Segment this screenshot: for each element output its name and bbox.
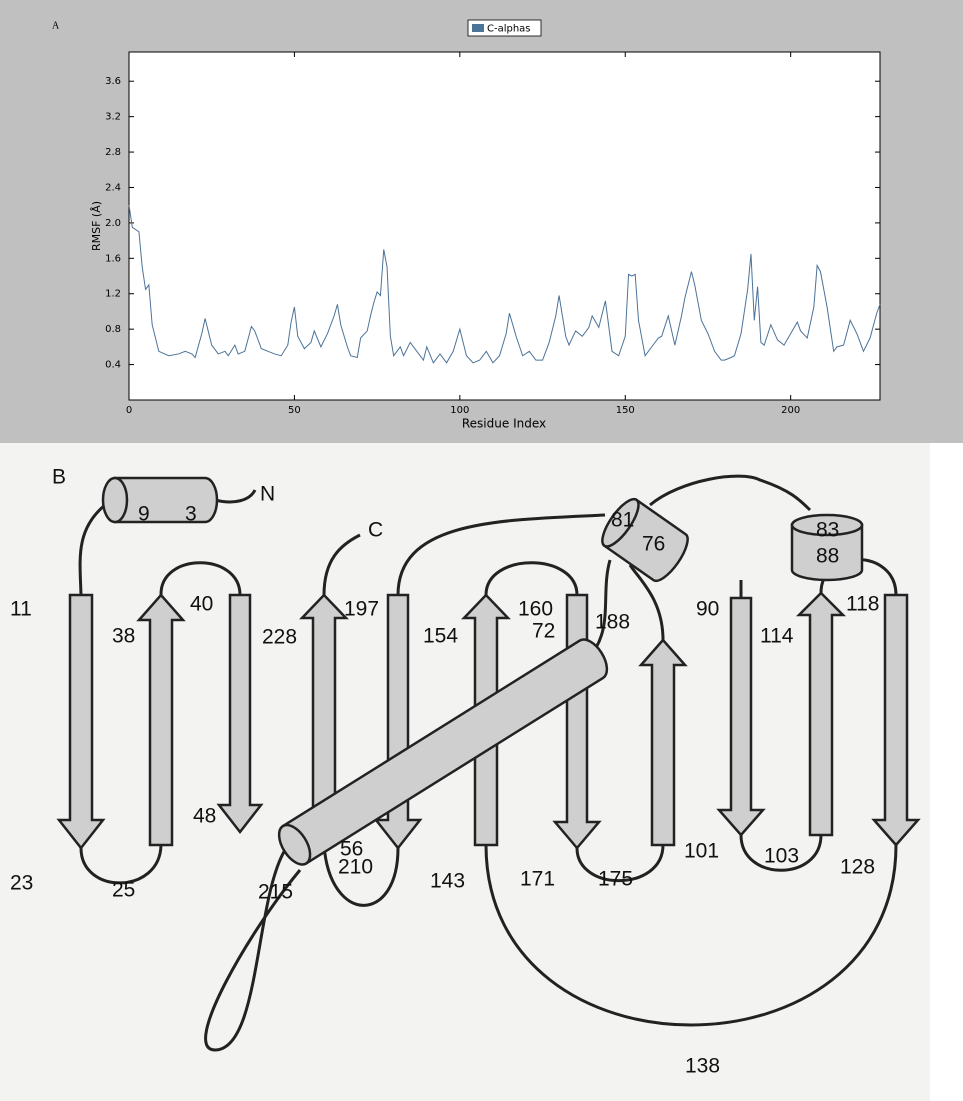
label: 138 — [685, 1055, 720, 1078]
label: 160 — [518, 598, 553, 621]
topology-diagram: B — [0, 443, 963, 1101]
y-tick-label: 1.2 — [105, 289, 121, 300]
panel-label: A — [52, 20, 60, 31]
chart: A Residue Index RMSF (Å) C-alphas 0.4 0.8… — [0, 0, 963, 443]
label: 88 — [816, 545, 839, 568]
diagram-background — [0, 443, 930, 1101]
label: 197 — [344, 598, 379, 621]
label: 103 — [764, 845, 799, 868]
label: C — [368, 519, 383, 542]
legend-label: C-alphas — [487, 24, 531, 35]
y-axis-label: RMSF (Å) — [90, 201, 103, 251]
helix-9-3 — [103, 478, 217, 522]
plot-area — [129, 52, 880, 400]
y-tick-label: 0.8 — [105, 324, 121, 335]
label: 101 — [684, 840, 719, 863]
y-tick-label: 2.8 — [105, 147, 121, 158]
x-tick-label: 200 — [781, 405, 800, 416]
x-axis-label: Residue Index — [462, 417, 546, 431]
label: 154 — [423, 625, 458, 648]
y-tick-label: 2.4 — [105, 182, 121, 193]
label: 228 — [262, 626, 297, 649]
label: 23 — [10, 872, 33, 895]
label: 210 — [338, 856, 373, 879]
label: 83 — [816, 519, 839, 542]
y-tick-label: 1.6 — [105, 253, 121, 264]
y-tick-label: 3.6 — [105, 76, 121, 87]
y-tick-label: 3.2 — [105, 112, 121, 123]
y-tick-label: 2.0 — [105, 218, 121, 229]
x-tick-label: 0 — [126, 405, 132, 416]
y-tick-label: 0.4 — [105, 360, 121, 371]
label: 38 — [112, 625, 135, 648]
label: 72 — [532, 620, 555, 643]
label: N — [260, 483, 275, 506]
label: 25 — [112, 879, 135, 902]
label: 143 — [430, 870, 465, 893]
legend-swatch — [472, 24, 484, 32]
label: 215 — [258, 881, 293, 904]
label: 90 — [696, 598, 719, 621]
label: 76 — [642, 533, 665, 556]
page: A Residue Index RMSF (Å) C-alphas 0.4 0.8… — [0, 0, 963, 1101]
panel-label: B — [52, 466, 66, 489]
label: 114 — [760, 625, 794, 648]
label: 171 — [520, 868, 555, 891]
x-tick-label: 50 — [288, 405, 301, 416]
label: 118 — [846, 593, 879, 616]
label: 128 — [840, 856, 875, 879]
label: 188 — [595, 611, 630, 634]
x-tick-label: 100 — [450, 405, 469, 416]
x-tick-label: 150 — [616, 405, 635, 416]
label: 40 — [190, 593, 213, 616]
label: 9 — [138, 503, 150, 526]
label: 48 — [193, 805, 216, 828]
label: 175 — [598, 868, 633, 891]
label: 3 — [185, 503, 197, 526]
label: 81 — [611, 509, 634, 532]
label: 11 — [10, 598, 32, 621]
